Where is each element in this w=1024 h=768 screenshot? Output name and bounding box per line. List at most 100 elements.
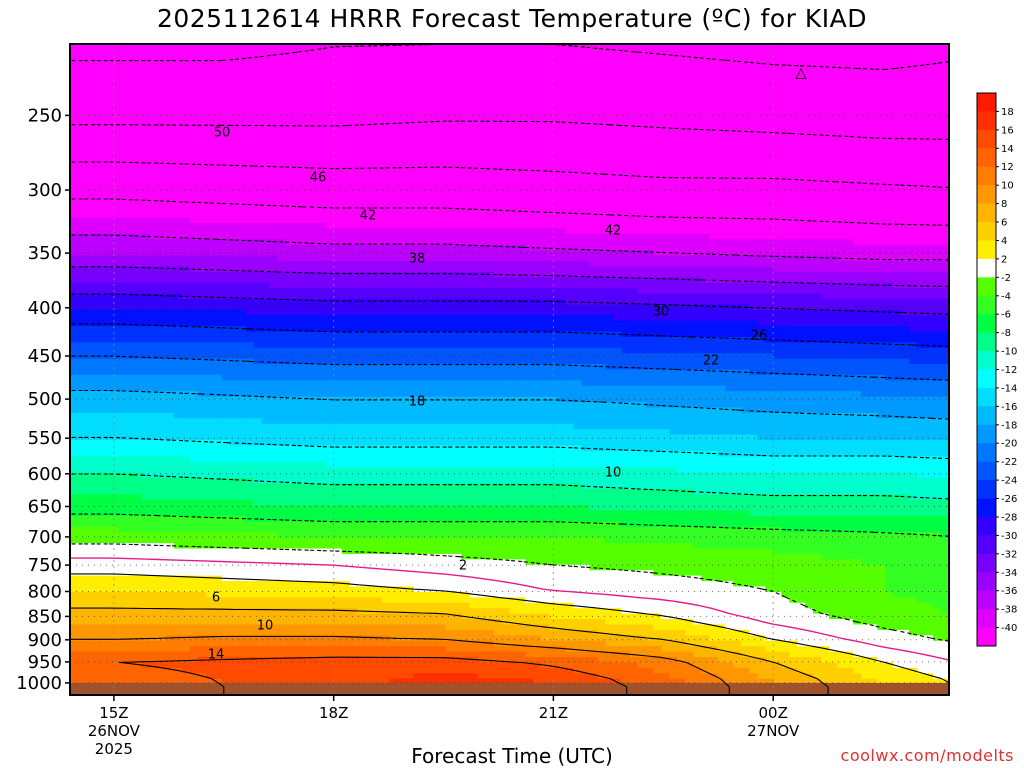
heat-cell — [141, 136, 151, 143]
heat-cell — [765, 114, 774, 121]
heat-cell — [117, 119, 127, 126]
heat-cell — [333, 190, 343, 197]
heat-cell — [781, 76, 790, 83]
heat-cell — [653, 60, 662, 67]
heat-cell — [637, 54, 646, 61]
heat-cell — [605, 49, 614, 56]
heat-cell — [821, 71, 830, 78]
heat-cell — [325, 266, 335, 273]
heat-cell — [293, 244, 303, 251]
heat-cell — [941, 152, 949, 159]
heat-cell — [917, 239, 926, 246]
heat-cell — [317, 185, 327, 192]
heat-cell — [597, 228, 606, 235]
heat-cell — [309, 233, 319, 240]
heat-cell — [381, 244, 391, 251]
heat-cell — [773, 103, 782, 110]
heat-cell — [845, 244, 854, 251]
heat-cell — [709, 212, 718, 219]
heat-cell — [581, 109, 591, 116]
heat-cell — [629, 190, 638, 197]
heat-cell — [357, 81, 367, 88]
heat-cell — [701, 92, 710, 99]
heat-cell — [645, 76, 654, 83]
heat-cell — [277, 233, 287, 240]
heat-cell — [205, 81, 215, 88]
heat-cell — [445, 239, 455, 246]
heat-cell — [565, 255, 575, 262]
heat-cell — [757, 130, 766, 137]
heat-cell — [613, 157, 622, 164]
heat-cell — [70, 266, 79, 273]
heat-cell — [597, 217, 606, 224]
heat-cell — [557, 190, 567, 197]
heat-cell — [413, 190, 423, 197]
heat-cell — [461, 179, 471, 186]
heat-cell — [405, 212, 415, 219]
heat-cell — [405, 282, 415, 289]
heat-cell — [277, 255, 287, 262]
heat-cell — [557, 217, 567, 224]
heat-cell — [893, 76, 902, 83]
heat-cell — [293, 136, 303, 143]
heat-cell — [205, 157, 215, 164]
heat-cell — [373, 65, 383, 72]
heat-cell — [469, 261, 479, 268]
heat-cell — [309, 282, 319, 289]
heat-cell — [85, 271, 95, 278]
heat-cell — [173, 54, 183, 61]
heat-cell — [501, 201, 511, 208]
heat-cell — [117, 147, 127, 154]
heat-cell — [629, 109, 638, 116]
heat-cell — [317, 190, 327, 197]
heat-cell — [205, 195, 215, 202]
heat-cell — [173, 244, 183, 251]
heat-cell — [933, 185, 942, 192]
heat-cell — [493, 228, 503, 235]
heat-cell — [909, 223, 918, 230]
heat-cell — [797, 195, 806, 202]
heat-cell — [893, 277, 902, 284]
heat-cell — [373, 217, 383, 224]
heat-cell — [373, 92, 383, 99]
heat-cell — [469, 250, 479, 257]
heat-cell — [485, 49, 495, 56]
heat-cell — [189, 255, 199, 262]
heat-cell — [541, 223, 551, 230]
heat-cell — [501, 168, 511, 175]
heat-cell — [869, 119, 878, 126]
heat-cell — [765, 212, 774, 219]
heat-cell — [853, 244, 862, 251]
heat-cell — [413, 255, 423, 262]
heat-cell — [917, 266, 926, 273]
heat-cell — [485, 228, 495, 235]
heat-cell — [70, 244, 79, 251]
heat-cell — [445, 136, 455, 143]
heat-cell — [109, 44, 119, 51]
heat-cell — [701, 76, 710, 83]
heat-cell — [461, 103, 471, 110]
heat-cell — [317, 212, 327, 219]
heat-cell — [925, 114, 934, 121]
heat-cell — [757, 261, 766, 268]
heat-cell — [245, 136, 255, 143]
heat-cell — [477, 168, 487, 175]
heat-cell — [589, 195, 598, 202]
heat-cell — [829, 271, 838, 278]
heat-cell — [805, 136, 814, 143]
heat-cell — [493, 114, 503, 121]
heat-cell — [221, 92, 231, 99]
heat-cell — [741, 49, 750, 56]
heat-cell — [237, 114, 247, 121]
heat-cell — [93, 250, 103, 257]
heat-cell — [613, 255, 622, 262]
heat-cell — [453, 255, 463, 262]
heat-cell — [789, 277, 798, 284]
heat-cell — [501, 163, 511, 170]
heat-cell — [437, 147, 447, 154]
heat-cell — [789, 228, 798, 235]
heat-cell — [645, 125, 654, 132]
heat-cell — [869, 190, 878, 197]
heat-cell — [157, 60, 167, 67]
heat-cell — [869, 49, 878, 56]
